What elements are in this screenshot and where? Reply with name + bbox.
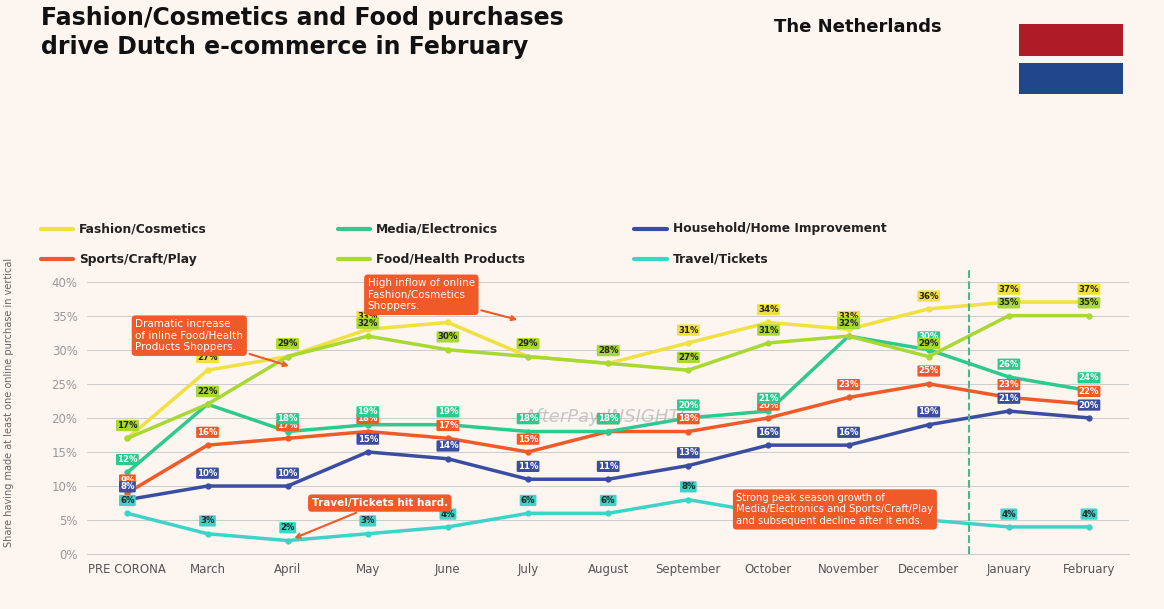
Text: 29%: 29% <box>918 339 939 348</box>
Text: 27%: 27% <box>677 353 698 362</box>
Text: 21%: 21% <box>758 394 779 403</box>
Text: 4%: 4% <box>1081 510 1096 519</box>
Text: 16%: 16% <box>838 428 859 437</box>
Text: Fashion/Cosmetics: Fashion/Cosmetics <box>79 222 207 236</box>
Text: 37%: 37% <box>1079 284 1099 294</box>
Text: 16%: 16% <box>758 428 779 437</box>
Bar <box>1018 24 1123 56</box>
Text: 6%: 6% <box>120 496 135 505</box>
Text: Dramatic increase
of inline Food/Health
Products Shoppers.: Dramatic increase of inline Food/Health … <box>135 319 286 366</box>
Text: High inflow of online
Fashion/Cosmetics
Shoppers.: High inflow of online Fashion/Cosmetics … <box>368 278 516 320</box>
Text: 20%: 20% <box>1079 401 1099 410</box>
Text: 6%: 6% <box>601 496 616 505</box>
Text: 15%: 15% <box>518 435 538 443</box>
Text: 20%: 20% <box>758 401 779 410</box>
Text: 25%: 25% <box>918 367 939 376</box>
Text: 17%: 17% <box>118 421 137 430</box>
Text: 10%: 10% <box>198 469 218 477</box>
Text: 29%: 29% <box>277 339 298 348</box>
Text: 35%: 35% <box>999 298 1018 308</box>
Text: Strong peak season growth of
Media/Electronics and Sports/Craft/Play
and subsequ: Strong peak season growth of Media/Elect… <box>737 493 934 526</box>
Text: 5%: 5% <box>842 503 856 512</box>
Bar <box>1018 63 1123 94</box>
Text: 33%: 33% <box>838 312 859 321</box>
Text: 18%: 18% <box>357 414 378 423</box>
Text: Media/Electronics: Media/Electronics <box>376 222 498 236</box>
Text: 16%: 16% <box>197 428 218 437</box>
Text: 20%: 20% <box>679 401 698 410</box>
Text: 34%: 34% <box>758 305 779 314</box>
Text: 22%: 22% <box>1079 387 1099 396</box>
Text: 11%: 11% <box>518 462 538 471</box>
Text: 27%: 27% <box>197 353 218 362</box>
Text: Household/Home Improvement: Household/Home Improvement <box>673 222 887 236</box>
Text: 23%: 23% <box>999 380 1020 389</box>
Text: 3%: 3% <box>200 516 214 526</box>
Text: 3%: 3% <box>361 516 375 526</box>
Text: 22%: 22% <box>197 387 218 396</box>
Text: 30%: 30% <box>918 333 939 342</box>
Text: 35%: 35% <box>1079 298 1099 308</box>
Text: 18%: 18% <box>598 414 618 423</box>
Text: 28%: 28% <box>598 346 618 355</box>
Text: 29%: 29% <box>277 339 298 348</box>
Text: Food/Health Products: Food/Health Products <box>376 253 525 266</box>
Text: 9%: 9% <box>120 476 135 485</box>
Text: 8%: 8% <box>120 482 135 491</box>
Text: Travel/Tickets: Travel/Tickets <box>673 253 768 266</box>
Text: 19%: 19% <box>357 407 378 417</box>
Text: Sports/Craft/Play: Sports/Craft/Play <box>79 253 197 266</box>
Text: 31%: 31% <box>679 326 698 334</box>
Text: 12%: 12% <box>118 455 137 464</box>
Text: 32%: 32% <box>838 319 859 328</box>
Text: 32%: 32% <box>838 319 859 328</box>
Text: 8%: 8% <box>681 482 696 491</box>
Text: 29%: 29% <box>518 339 538 348</box>
Text: 30%: 30% <box>438 333 459 342</box>
Text: 14%: 14% <box>438 442 459 451</box>
Text: 18%: 18% <box>679 414 698 423</box>
Text: 2%: 2% <box>281 523 294 532</box>
Text: Share having made at least one online purchase in vertical: Share having made at least one online pu… <box>5 258 14 546</box>
Text: 23%: 23% <box>838 380 859 389</box>
Text: AfterPay INSIGHTS: AfterPay INSIGHTS <box>524 408 693 426</box>
Text: 18%: 18% <box>518 414 538 423</box>
Text: The Netherlands: The Netherlands <box>774 18 942 37</box>
Text: 17%: 17% <box>438 421 459 430</box>
Text: 6%: 6% <box>520 496 535 505</box>
Text: 17%: 17% <box>277 421 298 430</box>
Text: 4%: 4% <box>441 510 455 519</box>
Text: 22%: 22% <box>197 387 218 396</box>
Text: 4%: 4% <box>1001 510 1016 519</box>
Text: 29%: 29% <box>518 339 538 348</box>
Text: 13%: 13% <box>679 448 698 457</box>
Text: 10%: 10% <box>277 469 298 477</box>
Text: 19%: 19% <box>918 407 939 417</box>
Text: 32%: 32% <box>357 319 378 328</box>
Text: 15%: 15% <box>357 435 378 443</box>
Text: 6%: 6% <box>761 496 775 505</box>
Text: 18%: 18% <box>277 414 298 423</box>
Text: 34%: 34% <box>438 305 459 314</box>
Text: 31%: 31% <box>758 326 779 334</box>
Text: 17%: 17% <box>118 421 137 430</box>
Text: Fashion/Cosmetics and Food purchases
drive Dutch e-commerce in February: Fashion/Cosmetics and Food purchases dri… <box>41 6 563 59</box>
Text: 24%: 24% <box>1079 373 1099 382</box>
Text: 19%: 19% <box>438 407 459 417</box>
Text: 5%: 5% <box>922 503 936 512</box>
Text: 21%: 21% <box>999 394 1020 403</box>
Text: 26%: 26% <box>999 360 1020 368</box>
Text: 18%: 18% <box>598 414 618 423</box>
Text: 11%: 11% <box>598 462 618 471</box>
Text: Travel/Tickets hit hard.: Travel/Tickets hit hard. <box>297 498 448 538</box>
Text: 37%: 37% <box>999 284 1020 294</box>
Text: 36%: 36% <box>918 292 939 300</box>
Text: 33%: 33% <box>357 312 378 321</box>
Text: 28%: 28% <box>598 346 618 355</box>
